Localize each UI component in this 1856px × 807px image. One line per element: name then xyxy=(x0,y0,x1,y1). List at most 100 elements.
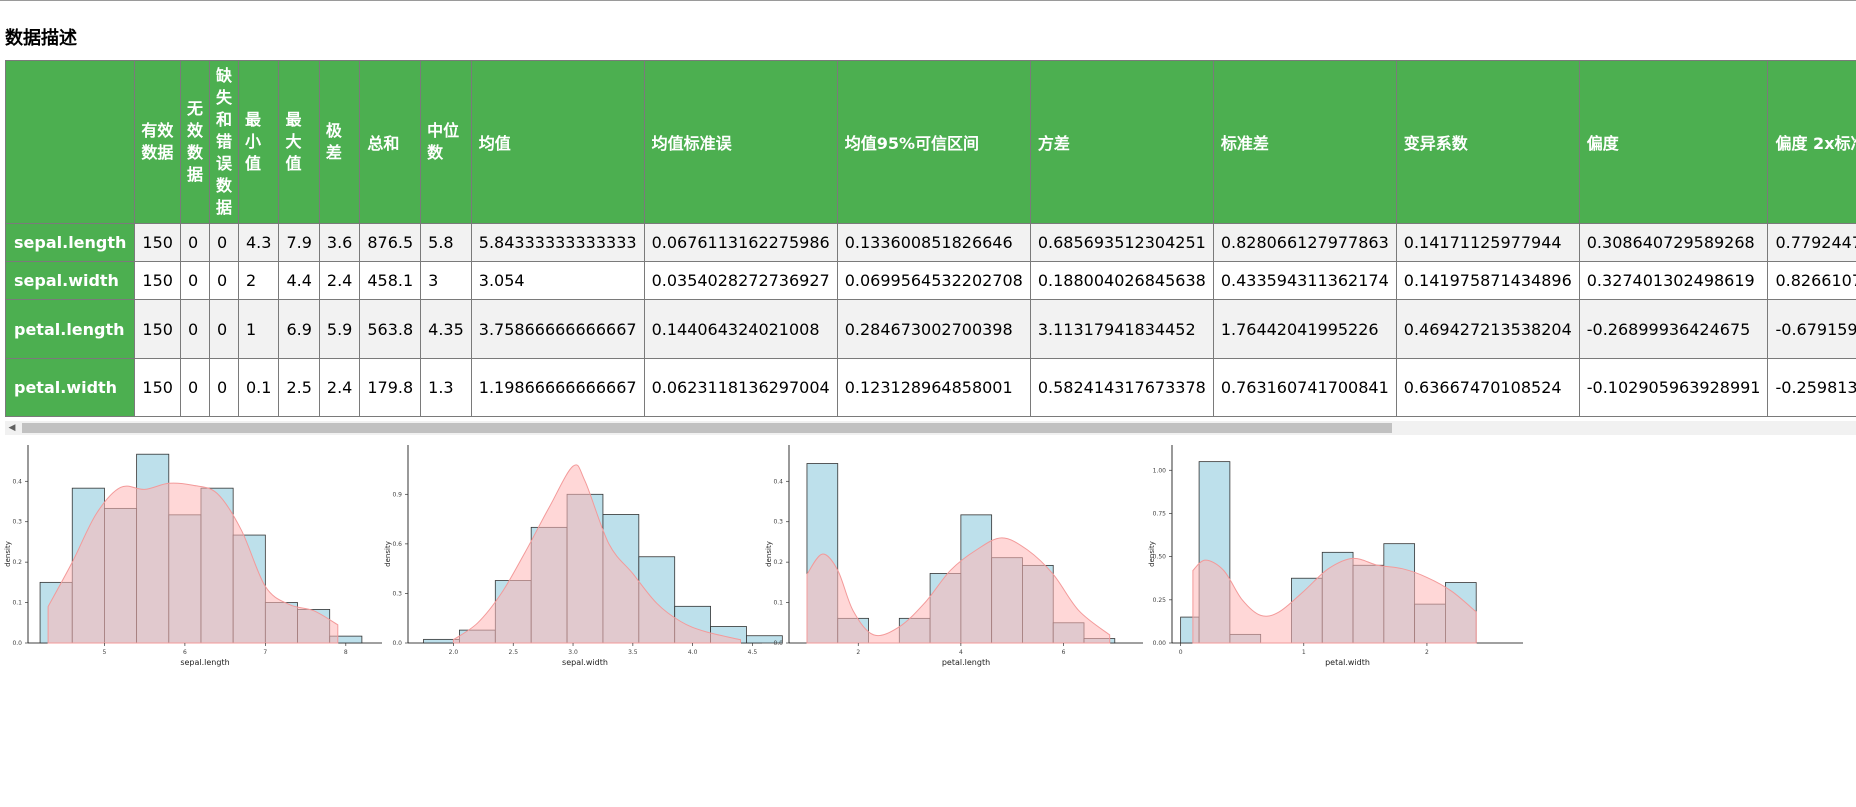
histogram-chart-petal.length: 0.0 0.1 0.2 0.3 0.4 2 4 6 petal.length density xyxy=(765,445,1143,667)
table-cell: 2.5 xyxy=(278,358,320,417)
table-cell: 150 xyxy=(134,261,181,300)
header-variance[interactable]: 方差 xyxy=(1029,60,1214,224)
horizontal-scrollbar[interactable]: ◀ xyxy=(5,421,1856,435)
table-row: sepal.width 150 0 0 2 4.4 2.4 458.1 3 3.054 0.0354… xyxy=(5,261,1856,300)
table-cell: 0.0623118136297004 xyxy=(643,358,838,417)
table-cell: 0.308640729589268 xyxy=(1578,223,1769,262)
header-min[interactable]: 最小值 xyxy=(237,60,280,224)
y-tick-label: 0.1 xyxy=(773,600,783,607)
table-cell: 2.4 xyxy=(318,261,361,300)
table-cell: -0.26899936424675 xyxy=(1578,299,1769,359)
y-tick-label: 0.3 xyxy=(773,519,783,526)
header-mean[interactable]: 均值 xyxy=(470,60,645,224)
density-curve xyxy=(47,482,339,644)
x-axis-label: sepal.width xyxy=(562,658,608,667)
table-cell: 6.9 xyxy=(278,299,320,359)
header-invalid[interactable]: 无效数据 xyxy=(179,60,210,224)
header-ci-mean[interactable]: 均值95%可信区间 xyxy=(836,60,1031,224)
table-cell: -0.679159712407831 xyxy=(1767,299,1856,359)
y-tick-label: 0.0 xyxy=(392,640,402,647)
table-cell: 0 xyxy=(179,223,210,262)
y-tick-label: 0.3 xyxy=(12,519,22,526)
table-row: petal.length 150 0 0 1 6.9 5.9 563.8 4.35 3.75866… xyxy=(5,299,1856,359)
table-cell: 0 xyxy=(179,358,210,417)
histogram-chart-sepal.length: 0.0 0.1 0.2 0.3 0.4 5 6 7 8 sepal.length density xyxy=(4,445,382,667)
x-tick-label: 7 xyxy=(263,649,267,656)
table-cell: 0.123128964858001 xyxy=(836,358,1031,417)
table-cell: 4.4 xyxy=(278,261,320,300)
table-cell: 3.6 xyxy=(318,223,361,262)
scroll-left-arrow-icon[interactable]: ◀ xyxy=(8,423,16,433)
table-cell: 0.763160741700841 xyxy=(1212,358,1397,417)
header-cv[interactable]: 变异系数 xyxy=(1395,60,1580,224)
table-cell: 0.779244775288433 xyxy=(1767,223,1856,262)
y-tick-label: 0.3 xyxy=(392,590,402,597)
header-skewness[interactable]: 偏度 xyxy=(1578,60,1769,224)
header-missing[interactable]: 缺失和错误数据 xyxy=(208,60,239,224)
table-cell: 3.11317941834452 xyxy=(1029,299,1214,359)
row-header: petal.length xyxy=(5,299,136,359)
table-cell: 0.0676113162275986 xyxy=(643,223,838,262)
table-cell: 1 xyxy=(237,299,280,359)
y-tick-label: 0.50 xyxy=(1153,554,1167,561)
y-tick-label: 0.9 xyxy=(392,491,402,498)
header-skew-2se[interactable]: 偏度 2x标准误 xyxy=(1767,60,1856,224)
x-tick-label: 5 xyxy=(103,649,107,656)
table-cell: 0 xyxy=(208,358,239,417)
table-cell: 4.35 xyxy=(420,299,472,359)
table-cell: 5.8 xyxy=(420,223,472,262)
table-cell: 1.3 xyxy=(420,358,472,417)
table-cell: 0.144064324021008 xyxy=(643,299,838,359)
table-cell: 1.19866666666667 xyxy=(470,358,645,417)
header-range[interactable]: 极差 xyxy=(318,60,361,224)
table-cell: 0.828066127977863 xyxy=(1212,223,1397,262)
x-tick-label: 4.0 xyxy=(688,649,698,656)
table-cell: 458.1 xyxy=(359,261,422,300)
y-tick-label: 0.6 xyxy=(392,541,402,548)
table-cell: 0.0699564532202708 xyxy=(836,261,1031,300)
table-cell: 0.685693512304251 xyxy=(1029,223,1214,262)
section-title: 数据描述 xyxy=(5,28,77,49)
y-tick-label: 0.4 xyxy=(12,478,22,485)
header-cell-corner xyxy=(5,60,136,224)
table-cell: 0.188004026845638 xyxy=(1029,261,1214,300)
header-valid[interactable]: 有效数据 xyxy=(134,60,181,224)
table-cell: 3 xyxy=(420,261,472,300)
table-cell: 0 xyxy=(208,223,239,262)
header-std[interactable]: 标准差 xyxy=(1212,60,1397,224)
y-tick-label: 0.75 xyxy=(1153,510,1167,517)
header-max[interactable]: 最大值 xyxy=(278,60,320,224)
scrollbar-thumb[interactable] xyxy=(22,423,1392,433)
table-cell: 0.141975871434896 xyxy=(1395,261,1580,300)
header-median[interactable]: 中位数 xyxy=(420,60,472,224)
density-curve xyxy=(452,464,741,644)
table-cell: 563.8 xyxy=(359,299,422,359)
x-axis-label: petal.length xyxy=(942,658,990,667)
x-tick-label: 4.5 xyxy=(748,649,758,656)
table-cell: 0 xyxy=(179,299,210,359)
table-cell: 150 xyxy=(134,299,181,359)
histogram-chart-petal.width: 0.00 0.25 0.50 0.75 1.00 0 1 2 petal.width densit… xyxy=(1148,445,1523,667)
header-se-mean[interactable]: 均值标准误 xyxy=(643,60,838,224)
table-header-row: 有效数据 无效数据 缺失和错误数据 最小值 最大值 极差 总和 中位数 均值 均… xyxy=(5,60,1856,224)
row-header: sepal.width xyxy=(5,261,136,300)
table-cell: 0.582414317673378 xyxy=(1029,358,1214,417)
table-cell: 1.76442041995226 xyxy=(1212,299,1397,359)
description-table-container[interactable]: 有效数据 无效数据 缺失和错误数据 最小值 最大值 极差 总和 中位数 均值 均… xyxy=(5,60,1856,420)
x-tick-label: 2.5 xyxy=(508,649,518,656)
y-tick-label: 1.00 xyxy=(1153,467,1167,474)
table-cell: 5.9 xyxy=(318,299,361,359)
table-cell: 0.1 xyxy=(237,358,280,417)
table-cell: 4.3 xyxy=(237,223,280,262)
table-cell: 0.433594311362174 xyxy=(1212,261,1397,300)
table-cell: 3.054 xyxy=(470,261,645,300)
y-tick-label: 0.0 xyxy=(12,640,22,647)
description-table: 有效数据 无效数据 缺失和错误数据 最小值 最大值 极差 总和 中位数 均值 均… xyxy=(5,60,1856,417)
histogram-bar xyxy=(746,635,783,644)
top-divider xyxy=(0,0,1856,1)
table-cell: 0.63667470108524 xyxy=(1395,358,1580,417)
header-sum[interactable]: 总和 xyxy=(359,60,422,224)
histogram-chart-sepal.width: 0.0 0.3 0.6 0.9 2.0 2.5 3.0 3.5 4.0 4.5 sepal.widt… xyxy=(384,445,783,667)
table-cell: 3.75866666666667 xyxy=(470,299,645,359)
table-cell: 179.8 xyxy=(359,358,422,417)
